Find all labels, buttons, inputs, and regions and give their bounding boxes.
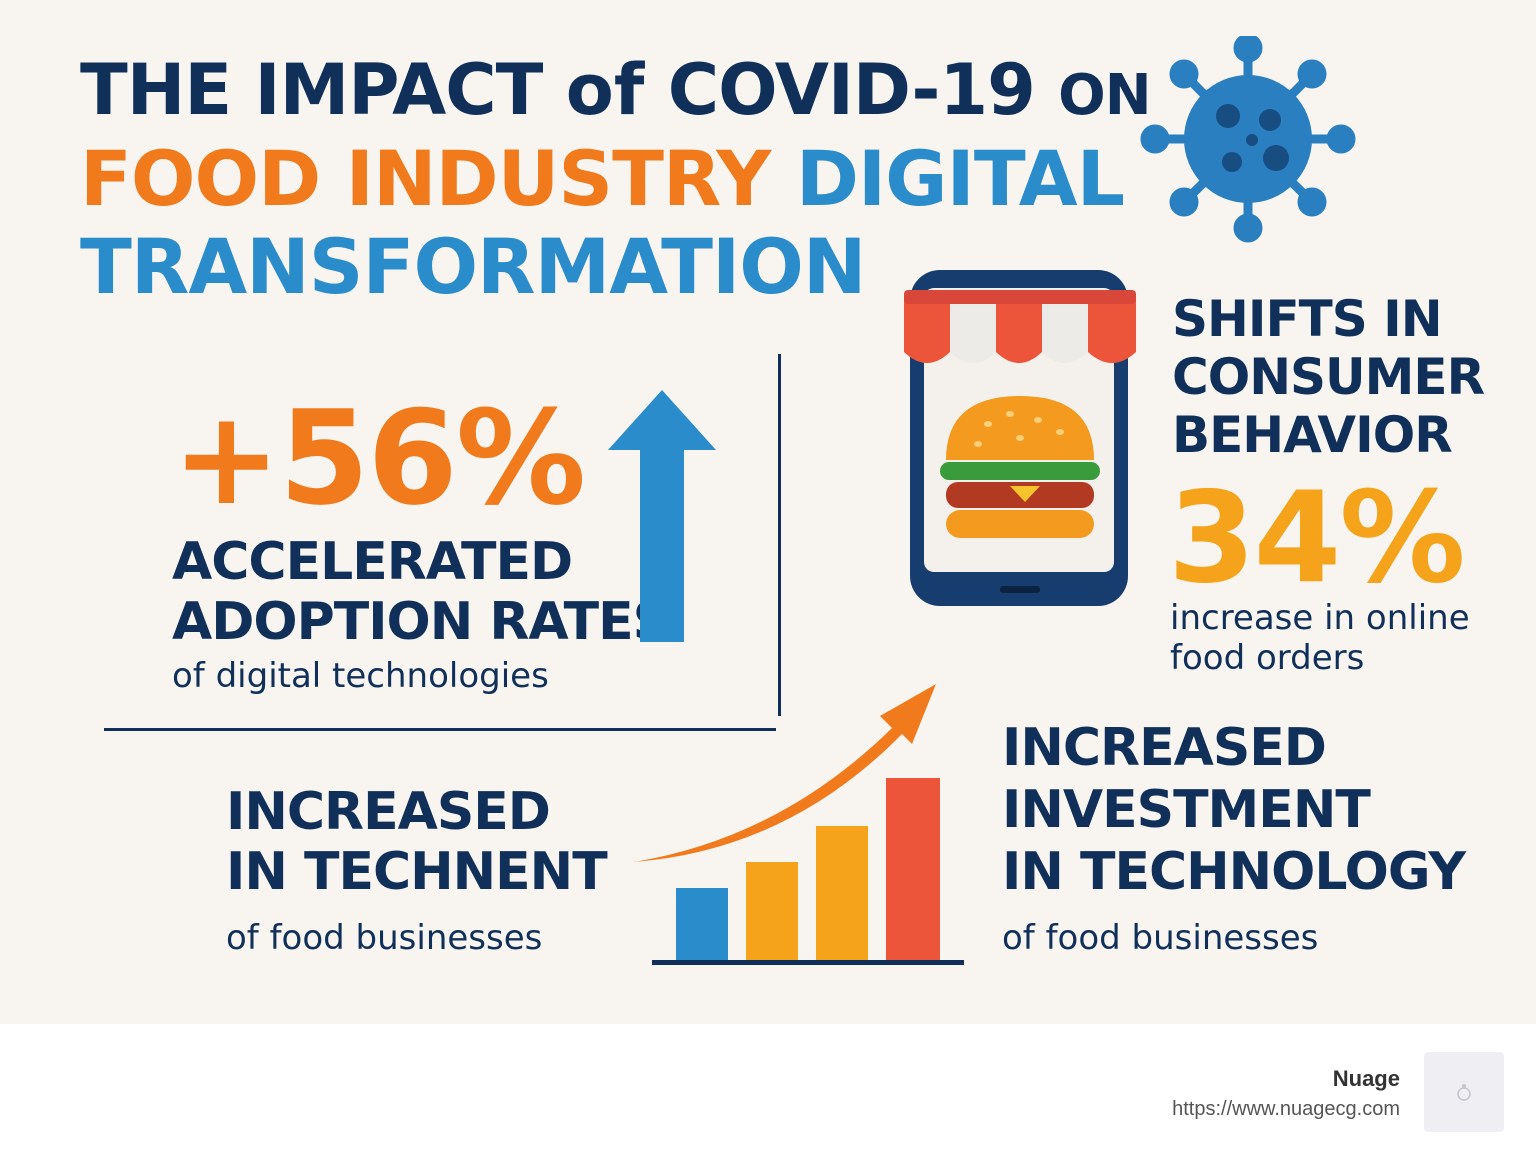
title-transformation: TRANSFORMATION	[80, 222, 866, 311]
up-arrow-icon	[608, 390, 716, 642]
vertical-divider	[778, 354, 781, 716]
footer-brand: Nuage	[1332, 1066, 1400, 1091]
growth-baseline	[652, 960, 964, 965]
investment-description: of food businesses	[1002, 918, 1319, 958]
burger-icon	[940, 396, 1100, 538]
horizontal-divider	[104, 728, 776, 731]
title-food-industry: FOOD INDUSTRY	[80, 134, 771, 223]
growth-bar-chart-icon	[634, 684, 964, 965]
growth-arrow	[634, 684, 936, 862]
investment-heading-line-1: INCREASED	[1002, 718, 1327, 778]
adoption-description: of digital technologies	[172, 656, 549, 696]
virus-icon	[1140, 36, 1356, 243]
technent-heading-line-1: INCREASED	[226, 782, 551, 842]
title-line-1: THE IMPACT of COVID-19 ON	[80, 48, 1152, 138]
footer-url-link[interactable]: https://www.nuagecg.com	[1172, 1098, 1400, 1120]
adoption-heading-line-1: ACCELERATED	[172, 532, 573, 592]
growth-bar-3	[816, 826, 868, 960]
title-line-2: FOOD INDUSTRY DIGITAL	[80, 134, 1125, 224]
title-digital: DIGITAL	[795, 134, 1125, 223]
growth-bar-1	[676, 888, 728, 960]
adoption-stat: +56%	[172, 382, 586, 534]
investment-heading-line-3: IN TECHNOLOGY	[1002, 842, 1466, 902]
footer: Nuage https://www.nuagecg.com	[0, 1024, 1536, 1154]
consumer-heading-line-1: SHIFTS IN	[1172, 290, 1443, 348]
smartphone-store-icon	[904, 270, 1136, 606]
consumer-heading-line-3: BEHAVIOR	[1172, 406, 1453, 464]
consumer-heading-line-2: CONSUMER	[1172, 348, 1485, 406]
consumer-stat: 34%	[1168, 464, 1466, 611]
title-impact: THE IMPACT	[80, 49, 543, 131]
growth-bar-4	[886, 778, 940, 960]
consumer-heading: SHIFTS IN CONSUMER BEHAVIOR	[1172, 290, 1485, 464]
technent-description: of food businesses	[226, 918, 543, 958]
title-of: of	[565, 49, 645, 131]
adoption-heading-line-2: ADOPTION RATES	[172, 592, 670, 652]
investment-heading-line-2: INVESTMENT	[1002, 780, 1371, 840]
growth-bar-2	[746, 862, 798, 960]
title-on: ON	[1058, 63, 1151, 128]
consumer-description-line-1: increase in online	[1170, 598, 1470, 638]
consumer-description-line-2: food orders	[1170, 638, 1365, 678]
infographic-canvas: THE IMPACT of COVID-19 ON FOOD INDUSTRY …	[0, 0, 1536, 1024]
technent-heading-line-2: IN TECHNENT	[226, 842, 608, 902]
title-covid: COVID-19	[667, 49, 1036, 131]
brand-logo-icon	[1424, 1052, 1504, 1132]
